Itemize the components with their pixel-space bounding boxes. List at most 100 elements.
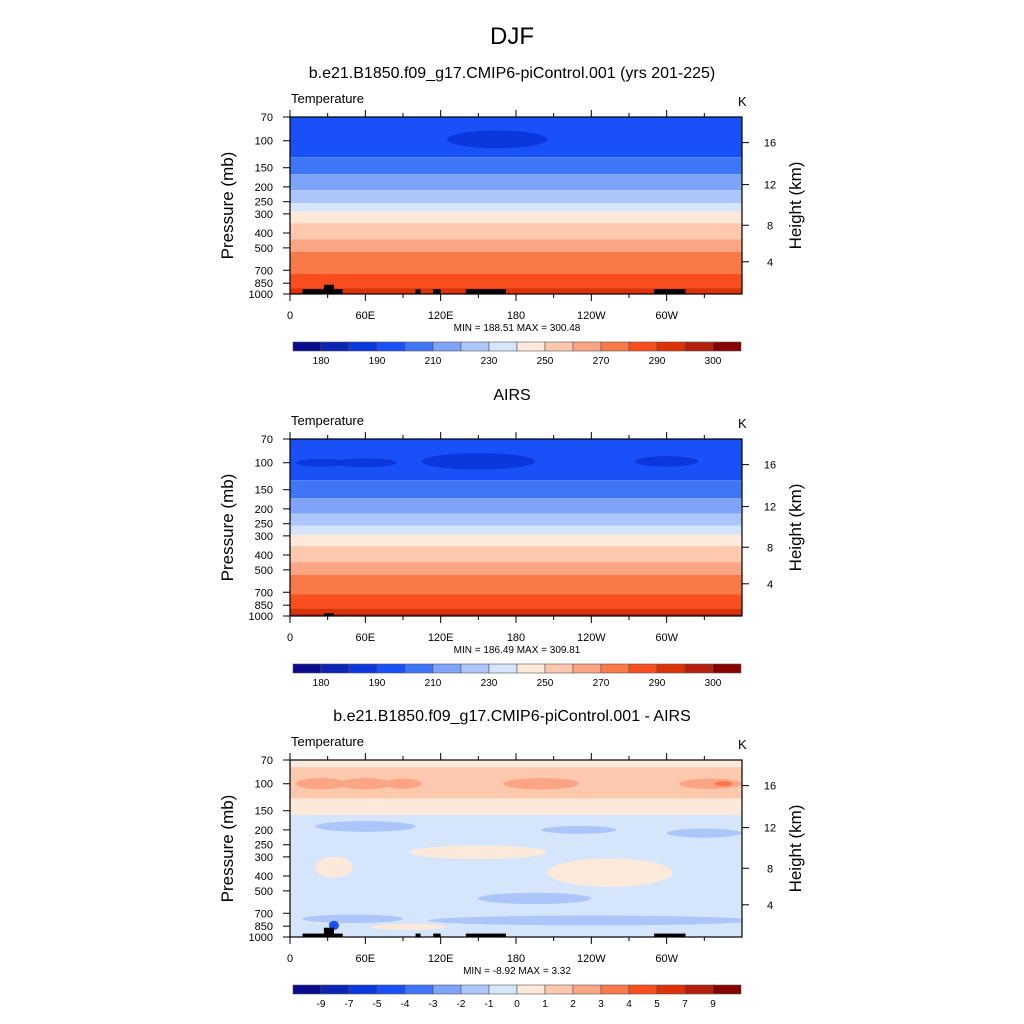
y-tick-label: 700: [255, 587, 273, 599]
terrain-mask: [654, 289, 686, 294]
colorbar-box: [348, 663, 378, 674]
colorbar-box: [432, 984, 462, 995]
colorbar-box: [292, 984, 322, 995]
panel-title: b.e21.B1850.f09_g17.CMIP6-piControl.001 …: [333, 708, 691, 725]
contour-band: [290, 273, 742, 289]
contour-region: [635, 456, 699, 467]
colorbar-box: [488, 341, 518, 352]
panel-3: b.e21.B1850.f09_g17.CMIP6-piControl.001 …: [218, 708, 805, 1010]
colorbar-label: 9: [710, 999, 716, 1010]
x-tick-label: 120W: [577, 953, 606, 965]
contour-band: [290, 211, 742, 224]
colorbar-label: 290: [649, 356, 666, 367]
contour-region: [666, 828, 742, 838]
y-tick-label: 850: [255, 278, 273, 290]
x-tick-label: 0: [287, 310, 293, 322]
contour-region: [679, 778, 742, 789]
colorbar-box: [656, 984, 686, 995]
units-label: K: [738, 94, 747, 109]
x-tick-label: 60W: [655, 953, 678, 965]
colorbar-box: [404, 341, 434, 352]
height-tick-label: 16: [764, 138, 776, 150]
colorbar-box: [460, 341, 490, 352]
colorbar-box: [684, 663, 714, 674]
terrain-mask: [433, 933, 441, 937]
contour-region: [478, 892, 592, 905]
colorbar-box: [712, 663, 742, 674]
contour-band: [290, 223, 742, 240]
y-axis-label: Pressure (mb): [218, 152, 237, 260]
plot-area: [290, 117, 742, 294]
colorbar-box: [320, 663, 350, 674]
colorbar-label: 300: [705, 678, 722, 689]
colorbar-box: [292, 341, 322, 352]
left-string: Temperature: [291, 413, 364, 428]
colorbar-box: [544, 663, 574, 674]
contour-band: [290, 203, 742, 212]
x-tick-label: 60W: [655, 632, 678, 644]
y-tick-label: 700: [255, 265, 273, 277]
y-tick-label: 200: [255, 825, 273, 837]
x-tick-label: 180: [507, 632, 525, 644]
terrain-mask: [465, 933, 506, 937]
plot-area: [290, 760, 742, 937]
y-axis-label-right: Height (km): [786, 805, 805, 893]
y-tick-label: 70: [261, 755, 273, 767]
terrain-mask: [415, 933, 421, 937]
colorbar-box: [376, 341, 406, 352]
contour-region: [333, 458, 397, 468]
colorbar-box: [684, 341, 714, 352]
x-tick-label: 120E: [428, 953, 454, 965]
x-tick-label: 60W: [655, 310, 678, 322]
contour-region: [302, 914, 403, 923]
y-tick-label: 300: [255, 852, 273, 864]
contour-band: [290, 613, 742, 616]
contour-band: [290, 251, 742, 274]
colorbar-box: [516, 984, 546, 995]
colorbar-label: 270: [593, 356, 610, 367]
colorbar-box: [320, 984, 350, 995]
y-tick-label: 70: [261, 112, 273, 124]
y-tick-label: 250: [255, 197, 273, 209]
colorbar-label: 250: [537, 356, 554, 367]
min-max-stats: MIN = 186.49 MAX = 309.81: [454, 645, 581, 656]
terrain-mask: [330, 289, 343, 294]
y-tick-label: 400: [255, 871, 273, 883]
y-axis-label: Pressure (mb): [218, 795, 237, 903]
colorbar-box: [684, 984, 714, 995]
contour-region: [409, 845, 548, 860]
contour-band: [290, 157, 742, 175]
y-axis-label: Pressure (mb): [218, 474, 237, 582]
colorbar-box: [348, 984, 378, 995]
colorbar-box: [404, 984, 434, 995]
contour-region: [421, 453, 535, 470]
contour-band: [290, 798, 742, 816]
units-label: K: [738, 737, 747, 752]
left-string: Temperature: [291, 734, 364, 749]
colorbar-box: [572, 663, 602, 674]
colorbar-label: 210: [425, 678, 442, 689]
contour-region: [547, 858, 673, 887]
contour-region: [503, 778, 579, 790]
y-tick-label: 150: [255, 806, 273, 818]
colorbar-box: [432, 663, 462, 674]
panel-title: b.e21.B1850.f09_g17.CMIP6-piControl.001 …: [309, 65, 715, 82]
y-tick-label: 400: [255, 228, 273, 240]
y-tick-label: 150: [255, 485, 273, 497]
terrain-mask: [654, 933, 686, 937]
colorbar-box: [544, 341, 574, 352]
colorbar-label: 230: [481, 678, 498, 689]
x-tick-label: 180: [507, 310, 525, 322]
contour-band: [290, 190, 742, 204]
terrain-mask: [415, 289, 421, 294]
terrain-mask: [433, 289, 441, 294]
terrain-mask: [323, 613, 334, 616]
colorbar-label: -3: [429, 999, 438, 1010]
contour-band: [290, 288, 742, 294]
colorbar-label: 270: [593, 678, 610, 689]
x-tick-label: 120E: [428, 310, 454, 322]
contour-band: [290, 480, 742, 499]
contour-band: [290, 498, 742, 514]
colorbar-label: 300: [705, 356, 722, 367]
